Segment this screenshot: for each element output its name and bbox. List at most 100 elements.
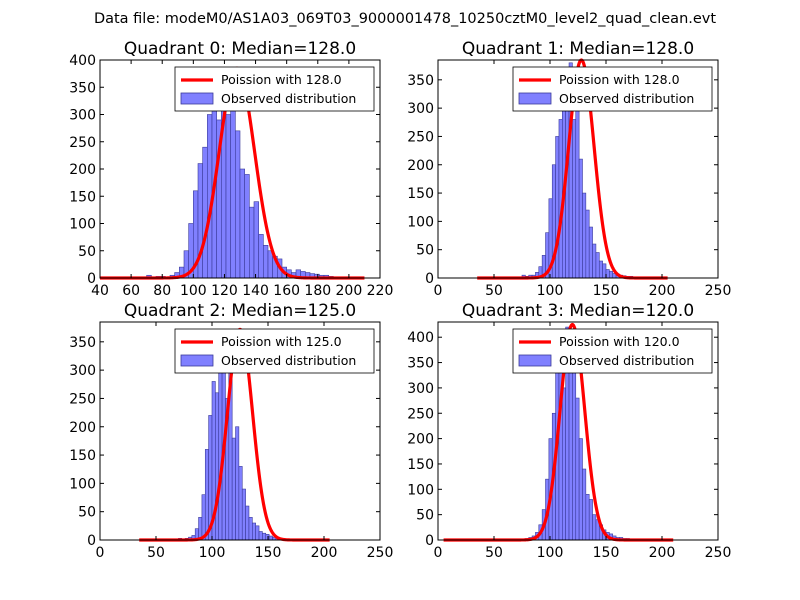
quadrant-1-hist-bar	[609, 270, 614, 279]
quadrant-3-ytick-label: 250	[407, 406, 434, 422]
quadrant-2-hist-bar	[215, 392, 220, 541]
quadrant-0-xtick-label: 180	[304, 283, 331, 299]
quadrant-0-ytick-label: 0	[87, 271, 96, 287]
quadrant-0-xtick-label: 120	[211, 283, 238, 299]
quadrant-0-xtick-label: 40	[91, 283, 109, 299]
quadrant-1-hist-bar	[582, 192, 587, 279]
quadrant-3-hist-bar	[562, 387, 566, 541]
quadrant-3-xtick-label: 100	[537, 545, 564, 561]
quadrant-3-ytick-label: 400	[407, 330, 434, 346]
quadrant-2-hist-bar	[235, 426, 240, 541]
quadrant-1-ytick-label: 300	[407, 101, 434, 117]
quadrant-2-xtick-label: 50	[147, 545, 165, 561]
quadrant-3-hist-bar	[568, 372, 573, 541]
quadrant-0-hist-bar	[263, 245, 269, 279]
quadrant-0-hist-bar	[267, 250, 273, 279]
quadrant-0-hist-bar	[239, 168, 245, 279]
quadrant-2-ytick-label: 300	[69, 363, 96, 379]
quadrant-0-xtick-label: 60	[122, 283, 140, 299]
quadrant-0-legend: Poission with 128.0 Observed distribution	[174, 66, 375, 112]
quadrant-0-hist-bar	[244, 174, 250, 279]
quadrant-2-ytick-label: 100	[69, 476, 96, 492]
quadrant-1-hist-bar	[572, 119, 577, 279]
quadrant-2-legend: Poission with 125.0 Observed distribution	[174, 328, 375, 374]
quadrant-1-xtick-label: 200	[649, 283, 676, 299]
quadrant-2-ytick-label: 200	[69, 420, 96, 436]
quadrant-2-axes-frame	[99, 321, 381, 541]
quadrant-1-legend-line-label: Poission with 128.0	[559, 72, 680, 87]
quadrant-2-hist-bar	[258, 531, 263, 541]
quadrant-3-ytick-label: 300	[407, 381, 434, 397]
quadrant-0-ytick-label: 200	[69, 162, 96, 178]
quadrant-2-hist-bar	[245, 505, 250, 541]
quadrant-0-legend-line-label: Poission with 128.0	[221, 72, 342, 87]
quadrant-1-ytick-label: 250	[407, 129, 434, 145]
quadrant-2-hist-bar	[238, 466, 243, 541]
quadrant-2-title: Quadrant 2: Median=125.0	[124, 301, 356, 321]
quadrant-0-hist-bar	[253, 201, 259, 279]
quadrant-0-xtick-label: 220	[367, 283, 394, 299]
quadrant-1-axes-frame	[437, 59, 719, 279]
quadrant-2-hist-bar	[265, 534, 270, 541]
quadrant-1-xtick-label: 50	[485, 283, 503, 299]
quadrant-0-hist-bar	[235, 130, 241, 279]
quadrant-1-ytick-label: 200	[407, 158, 434, 174]
quadrant-0-xtick-label: 160	[273, 283, 300, 299]
quadrant-1-legend-bar-label: Observed distribution	[559, 91, 694, 106]
quadrant-3-legend-bar-label: Observed distribution	[559, 353, 694, 368]
quadrant-1-hist-bar	[575, 90, 580, 279]
quadrant-2-xtick-label: 150	[255, 545, 282, 561]
quadrant-3-legend-line-label: Poission with 120.0	[559, 334, 680, 349]
quadrant-3-hist-bar	[585, 494, 590, 541]
quadrant-3-xtick-label: 50	[485, 545, 503, 561]
quadrant-0-panel: 40 60 80 100 120 140 160 180 200 2200501001502002…	[69, 39, 393, 299]
quadrant-1-legend-bar-swatch	[518, 92, 552, 105]
quadrant-2-hist-bar	[201, 494, 206, 541]
quadrant-1-hist-bar	[598, 260, 603, 279]
quadrant-1-hist-bar	[595, 252, 600, 279]
quadrant-0-ytick-label: 50	[78, 244, 96, 260]
quadrant-0-hist-bar	[258, 234, 264, 279]
quadrant-1-ytick-label: 0	[425, 271, 434, 287]
quadrant-2-hist-bar	[252, 522, 256, 541]
quadrant-1-xtick-label: 250	[705, 283, 732, 299]
quadrant-2-ytick-label: 50	[78, 505, 96, 521]
quadrant-1-legend: Poission with 128.0 Observed distribution	[512, 66, 713, 112]
quadrant-3-legend-bar-swatch	[518, 354, 552, 367]
quadrant-2-ytick-label: 350	[69, 335, 96, 351]
quadrant-3-ytick-label: 200	[407, 432, 434, 448]
quadrant-2-hist-bar	[268, 535, 273, 541]
quadrant-0-hist-bar	[230, 97, 236, 279]
quadrant-2-xtick-label: 250	[367, 545, 394, 561]
quadrant-2-xtick-label: 200	[311, 545, 338, 561]
quadrant-3-axes-frame	[437, 321, 719, 541]
quadrant-1-xtick-label: 0	[434, 283, 443, 299]
quadrant-3-hist-bar	[582, 468, 587, 541]
quadrant-1-hist-bar	[585, 209, 590, 279]
quadrant-0-xtick-label: 80	[153, 283, 171, 299]
quadrant-1-xtick-label: 100	[537, 283, 564, 299]
quadrant-1-hist-bar	[555, 136, 560, 279]
quadrant-0-xtick-label: 100	[180, 283, 207, 299]
quadrant-3-xtick-label: 150	[593, 545, 620, 561]
quadrant-3-hist-bar	[592, 514, 597, 541]
quadrant-3-xtick-label: 0	[434, 545, 443, 561]
figure-suptitle: Data file: modeM0/AS1A03_069T03_90000014…	[94, 11, 716, 27]
quadrant-3-xtick-label: 250	[705, 545, 732, 561]
quadrant-0-title: Quadrant 0: Median=128.0	[124, 39, 356, 59]
quadrant-1-hist-bar	[605, 269, 610, 279]
quadrant-0-ytick-label: 100	[69, 217, 96, 233]
quadrant-3-hist-bar	[578, 438, 583, 541]
quadrant-2-panel: 0 50 100 150 200 250 0 50 100 150 200 250 300 350 Quad…	[69, 301, 393, 561]
quadrant-2-ytick-label: 150	[69, 448, 96, 464]
quadrant-1-ytick-label: 150	[407, 186, 434, 202]
quadrant-0-ytick-label: 350	[69, 80, 96, 96]
quadrant-0-ytick-label: 300	[69, 108, 96, 124]
quadrant-2-ytick-label: 0	[87, 533, 96, 549]
quadrant-0-hist-bar	[202, 146, 208, 279]
quadrant-2-hist-bar	[262, 532, 267, 541]
quadrant-0-ytick-label: 400	[69, 53, 96, 69]
quadrant-2-hist-bar	[204, 449, 209, 541]
quadrant-3-hist-bar	[572, 352, 577, 541]
